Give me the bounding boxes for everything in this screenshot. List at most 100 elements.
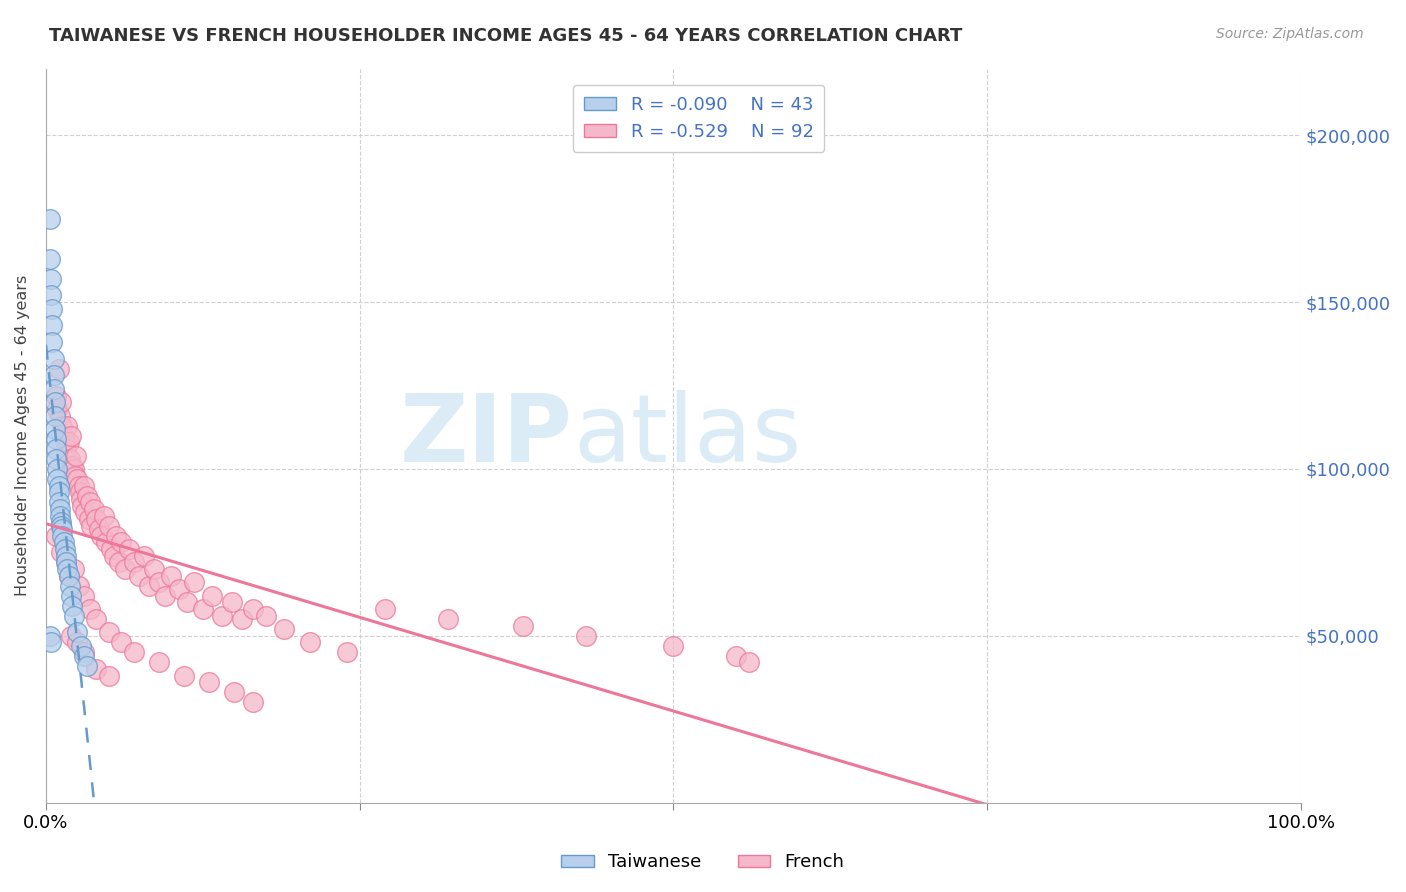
Point <box>77 512 100 526</box>
Point <box>51 418 73 433</box>
Point <box>575 629 598 643</box>
Point <box>49 502 72 516</box>
Point <box>84 612 107 626</box>
Point <box>221 595 243 609</box>
Point <box>66 625 89 640</box>
Point <box>55 442 77 456</box>
Point <box>56 562 79 576</box>
Point <box>103 549 125 563</box>
Point <box>44 409 66 423</box>
Point <box>51 529 73 543</box>
Point <box>142 562 165 576</box>
Point <box>39 288 62 302</box>
Point <box>72 648 94 663</box>
Point <box>67 579 90 593</box>
Point <box>183 575 205 590</box>
Point <box>198 675 221 690</box>
Point <box>72 645 94 659</box>
Point <box>110 535 132 549</box>
Point <box>48 485 70 500</box>
Text: ZIP: ZIP <box>401 390 574 482</box>
Text: Source: ZipAtlas.com: Source: ZipAtlas.com <box>1216 27 1364 41</box>
Point <box>42 351 65 366</box>
Point <box>97 518 120 533</box>
Legend: R = -0.090    N = 43, R = -0.529    N = 92: R = -0.090 N = 43, R = -0.529 N = 92 <box>572 85 824 152</box>
Point <box>242 602 264 616</box>
Point <box>60 458 83 473</box>
Point <box>58 568 80 582</box>
Point <box>59 579 82 593</box>
Point <box>110 635 132 649</box>
Point <box>97 669 120 683</box>
Point <box>62 562 84 576</box>
Point <box>100 541 122 556</box>
Legend: Taiwanese, French: Taiwanese, French <box>554 847 852 879</box>
Point <box>58 568 80 582</box>
Point <box>79 495 101 509</box>
Point <box>66 472 89 486</box>
Point <box>79 602 101 616</box>
Point <box>76 489 98 503</box>
Point <box>84 662 107 676</box>
Point <box>97 625 120 640</box>
Point <box>512 619 534 633</box>
Point <box>45 451 67 466</box>
Point <box>41 301 63 316</box>
Point <box>38 629 60 643</box>
Point <box>53 541 76 556</box>
Point <box>56 418 79 433</box>
Text: atlas: atlas <box>574 390 801 482</box>
Point <box>52 535 75 549</box>
Point <box>122 555 145 569</box>
Point <box>46 472 69 486</box>
Point <box>70 491 93 506</box>
Point <box>44 395 66 409</box>
Point <box>72 478 94 492</box>
Point <box>48 478 70 492</box>
Point <box>49 409 72 423</box>
Point <box>211 608 233 623</box>
Point <box>662 639 685 653</box>
Point <box>55 555 77 569</box>
Point <box>76 658 98 673</box>
Point <box>132 549 155 563</box>
Point <box>72 499 94 513</box>
Point <box>167 582 190 596</box>
Point <box>66 635 89 649</box>
Point <box>49 395 72 409</box>
Point <box>39 271 62 285</box>
Point <box>93 508 115 523</box>
Point <box>44 422 66 436</box>
Point <box>46 401 69 416</box>
Point <box>83 502 105 516</box>
Point <box>45 432 67 446</box>
Point <box>72 589 94 603</box>
Point <box>148 656 170 670</box>
Point <box>725 648 748 663</box>
Point <box>58 435 80 450</box>
Point <box>96 535 118 549</box>
Point <box>298 635 321 649</box>
Point <box>45 529 67 543</box>
Point <box>173 669 195 683</box>
Point <box>67 478 90 492</box>
Point <box>84 512 107 526</box>
Point <box>70 639 93 653</box>
Point <box>45 442 67 456</box>
Point <box>41 335 63 350</box>
Point <box>38 252 60 266</box>
Point <box>48 495 70 509</box>
Point <box>65 449 87 463</box>
Point <box>160 568 183 582</box>
Point <box>49 508 72 523</box>
Point <box>60 428 83 442</box>
Point <box>128 568 150 582</box>
Point <box>87 522 110 536</box>
Point <box>114 562 136 576</box>
Point <box>46 462 69 476</box>
Point <box>42 382 65 396</box>
Point <box>49 518 72 533</box>
Point <box>254 608 277 623</box>
Point <box>231 612 253 626</box>
Point <box>436 612 458 626</box>
